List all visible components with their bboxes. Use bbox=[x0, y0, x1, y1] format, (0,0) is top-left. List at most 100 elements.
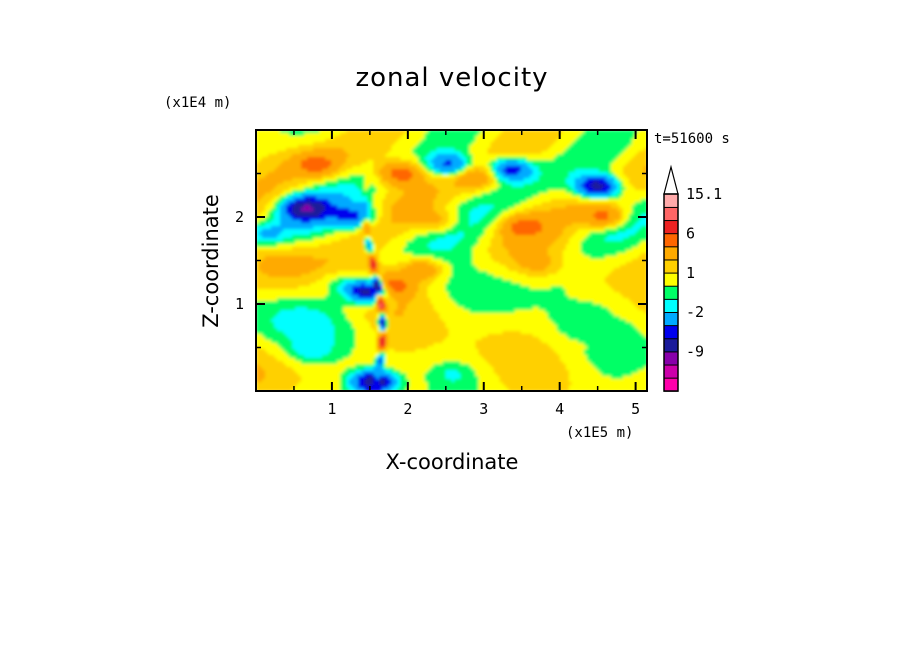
field-cell bbox=[544, 130, 549, 134]
field-cell bbox=[406, 196, 410, 200]
field-cell bbox=[592, 133, 597, 137]
field-cell bbox=[340, 193, 344, 197]
field-cell bbox=[376, 175, 380, 179]
field-cell bbox=[523, 139, 528, 143]
field-cell bbox=[367, 172, 371, 176]
field-cell bbox=[271, 196, 275, 200]
field-cell bbox=[385, 148, 389, 152]
field-cell bbox=[304, 208, 308, 212]
field-cell bbox=[589, 148, 594, 152]
field-cell bbox=[427, 142, 432, 146]
field-cell bbox=[460, 193, 465, 197]
field-cell bbox=[367, 193, 371, 197]
field-cell bbox=[577, 157, 582, 161]
field-cell bbox=[634, 154, 639, 158]
field-cell bbox=[361, 184, 365, 188]
field-cell bbox=[427, 148, 432, 152]
field-cell bbox=[541, 196, 546, 200]
field-cell bbox=[607, 208, 612, 212]
field-cell bbox=[514, 199, 519, 203]
field-cell bbox=[397, 166, 401, 170]
field-cell bbox=[589, 163, 594, 167]
field-cell bbox=[628, 175, 633, 179]
field-cell bbox=[421, 148, 426, 152]
field-cell bbox=[373, 169, 377, 173]
field-cell bbox=[388, 202, 392, 206]
field-cell bbox=[643, 160, 647, 164]
field-cell bbox=[496, 184, 501, 188]
field-cell bbox=[520, 175, 525, 179]
field-cell bbox=[553, 172, 558, 176]
field-cell bbox=[580, 214, 585, 218]
field-cell bbox=[538, 205, 543, 209]
field-cell bbox=[451, 214, 456, 218]
field-cell bbox=[475, 151, 480, 155]
field-cell bbox=[394, 163, 398, 167]
field-cell bbox=[301, 139, 305, 143]
field-cell bbox=[349, 148, 353, 152]
field-cell bbox=[529, 139, 534, 143]
field-cell bbox=[499, 169, 504, 173]
field-cell bbox=[559, 193, 564, 197]
field-cell bbox=[259, 136, 263, 140]
field-cell bbox=[388, 175, 392, 179]
field-cell bbox=[589, 187, 594, 191]
field-cell bbox=[616, 154, 621, 158]
field-cell bbox=[478, 211, 483, 215]
field-cell bbox=[268, 133, 272, 137]
field-cell bbox=[385, 211, 389, 215]
field-cell bbox=[634, 220, 639, 224]
field-cell bbox=[289, 214, 293, 218]
field-cell bbox=[436, 142, 441, 146]
field-cell bbox=[298, 130, 302, 134]
field-cell bbox=[283, 181, 287, 185]
field-cell bbox=[616, 190, 621, 194]
field-cell bbox=[370, 154, 374, 158]
field-cell bbox=[499, 160, 504, 164]
field-cell bbox=[277, 211, 281, 215]
field-cell bbox=[550, 154, 555, 158]
field-cell bbox=[304, 199, 308, 203]
field-cell bbox=[487, 196, 492, 200]
field-cell bbox=[373, 214, 377, 218]
field-cell bbox=[412, 190, 417, 194]
field-cell bbox=[616, 178, 621, 182]
field-cell bbox=[475, 160, 480, 164]
field-cell bbox=[568, 160, 573, 164]
field-cell bbox=[586, 205, 591, 209]
field-cell bbox=[301, 142, 305, 146]
field-cell bbox=[376, 133, 380, 137]
field-cell bbox=[310, 220, 314, 224]
field-cell bbox=[589, 154, 594, 158]
field-cell bbox=[586, 160, 591, 164]
field-cell bbox=[409, 148, 413, 152]
field-cell bbox=[484, 202, 489, 206]
field-cell bbox=[370, 178, 374, 182]
field-cell bbox=[337, 136, 341, 140]
field-cell bbox=[538, 196, 543, 200]
field-cell bbox=[613, 190, 618, 194]
field-cell bbox=[643, 169, 647, 173]
field-cell bbox=[418, 154, 423, 158]
field-cell bbox=[358, 142, 362, 146]
field-cell bbox=[439, 190, 444, 194]
field-cell bbox=[382, 157, 386, 161]
field-cell bbox=[472, 196, 477, 200]
field-cell bbox=[472, 202, 477, 206]
field-cell bbox=[634, 142, 639, 146]
field-cell bbox=[409, 133, 413, 137]
field-cell bbox=[373, 208, 377, 212]
field-cell bbox=[397, 151, 401, 155]
field-cell bbox=[445, 187, 450, 191]
field-cell bbox=[496, 199, 501, 203]
field-cell bbox=[418, 145, 423, 149]
field-cell bbox=[601, 133, 606, 137]
field-cell bbox=[319, 214, 323, 218]
field-cell bbox=[340, 142, 344, 146]
field-cell bbox=[478, 160, 483, 164]
field-cell bbox=[520, 151, 525, 155]
field-cell bbox=[361, 169, 365, 173]
field-cell bbox=[463, 217, 468, 221]
field-cell bbox=[436, 223, 441, 227]
field-cell bbox=[598, 223, 603, 227]
